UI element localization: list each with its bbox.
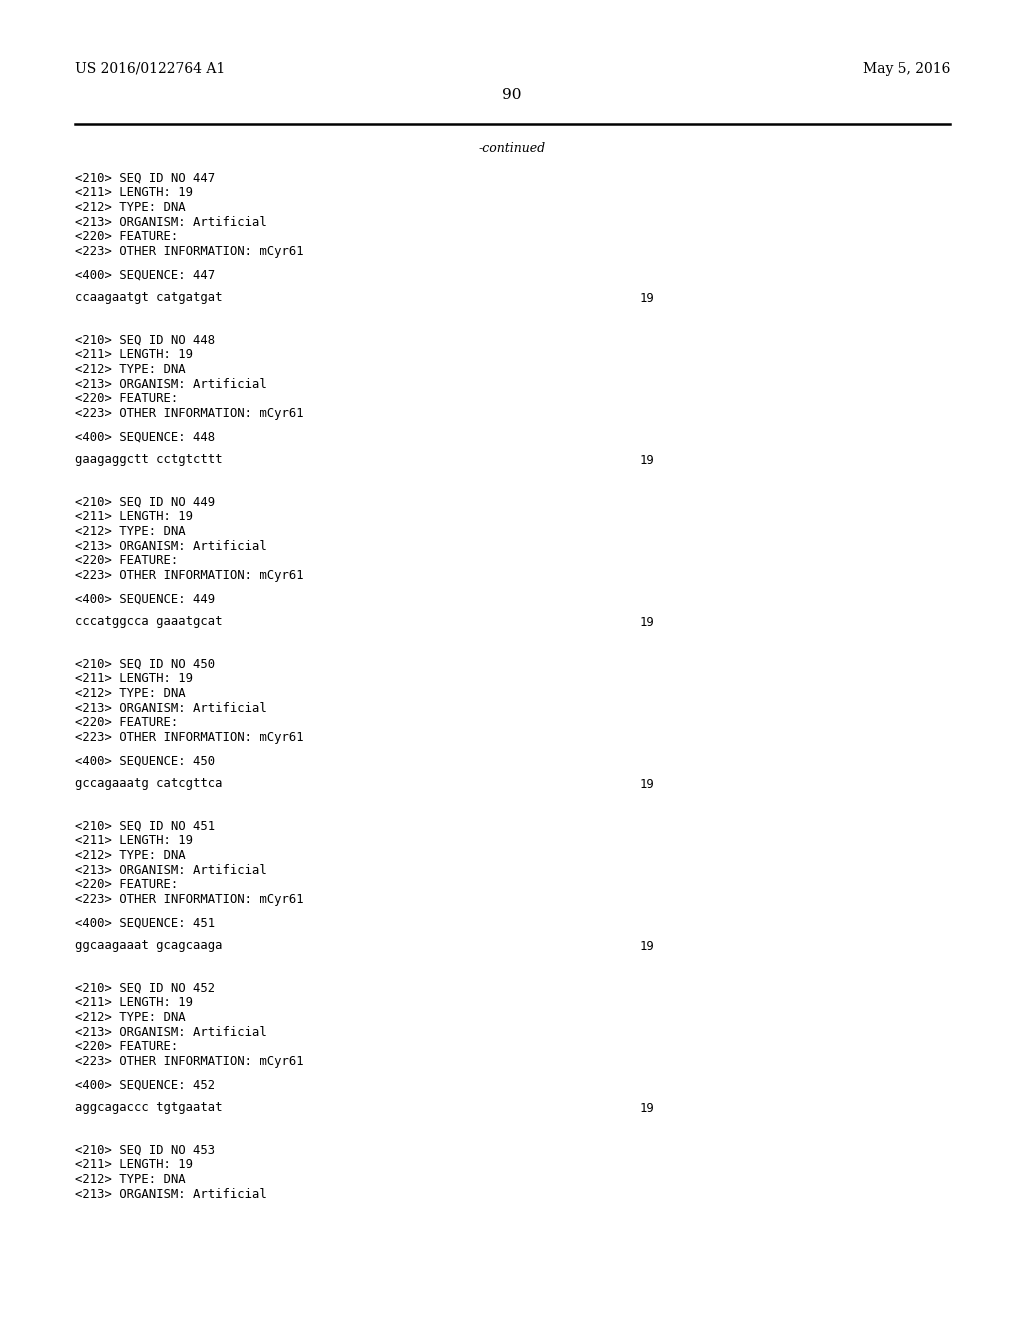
Text: <223> OTHER INFORMATION: mCyr61: <223> OTHER INFORMATION: mCyr61 <box>75 892 304 906</box>
Text: <223> OTHER INFORMATION: mCyr61: <223> OTHER INFORMATION: mCyr61 <box>75 244 304 257</box>
Text: <400> SEQUENCE: 449: <400> SEQUENCE: 449 <box>75 593 215 606</box>
Text: <210> SEQ ID NO 448: <210> SEQ ID NO 448 <box>75 334 215 347</box>
Text: <220> FEATURE:: <220> FEATURE: <box>75 392 178 405</box>
Text: <212> TYPE: DNA: <212> TYPE: DNA <box>75 686 185 700</box>
Text: <211> LENGTH: 19: <211> LENGTH: 19 <box>75 672 193 685</box>
Text: 19: 19 <box>640 454 654 466</box>
Text: <220> FEATURE:: <220> FEATURE: <box>75 230 178 243</box>
Text: <223> OTHER INFORMATION: mCyr61: <223> OTHER INFORMATION: mCyr61 <box>75 407 304 420</box>
Text: <400> SEQUENCE: 447: <400> SEQUENCE: 447 <box>75 269 215 282</box>
Text: <213> ORGANISM: Artificial: <213> ORGANISM: Artificial <box>75 1188 266 1200</box>
Text: -continued: -continued <box>478 143 546 154</box>
Text: <211> LENGTH: 19: <211> LENGTH: 19 <box>75 997 193 1010</box>
Text: <213> ORGANISM: Artificial: <213> ORGANISM: Artificial <box>75 863 266 876</box>
Text: gaagaggctt cctgtcttt: gaagaggctt cctgtcttt <box>75 454 222 466</box>
Text: <220> FEATURE:: <220> FEATURE: <box>75 715 178 729</box>
Text: <210> SEQ ID NO 447: <210> SEQ ID NO 447 <box>75 172 215 185</box>
Text: <212> TYPE: DNA: <212> TYPE: DNA <box>75 525 185 539</box>
Text: 19: 19 <box>640 292 654 305</box>
Text: <211> LENGTH: 19: <211> LENGTH: 19 <box>75 834 193 847</box>
Text: <223> OTHER INFORMATION: mCyr61: <223> OTHER INFORMATION: mCyr61 <box>75 730 304 743</box>
Text: <211> LENGTH: 19: <211> LENGTH: 19 <box>75 186 193 199</box>
Text: <212> TYPE: DNA: <212> TYPE: DNA <box>75 363 185 376</box>
Text: gccagaaatg catcgttca: gccagaaatg catcgttca <box>75 777 222 791</box>
Text: 90: 90 <box>502 88 522 102</box>
Text: <220> FEATURE:: <220> FEATURE: <box>75 554 178 568</box>
Text: <212> TYPE: DNA: <212> TYPE: DNA <box>75 1011 185 1024</box>
Text: <211> LENGTH: 19: <211> LENGTH: 19 <box>75 1159 193 1172</box>
Text: ggcaagaaat gcagcaaga: ggcaagaaat gcagcaaga <box>75 940 222 953</box>
Text: <210> SEQ ID NO 452: <210> SEQ ID NO 452 <box>75 982 215 995</box>
Text: <210> SEQ ID NO 449: <210> SEQ ID NO 449 <box>75 496 215 510</box>
Text: <210> SEQ ID NO 451: <210> SEQ ID NO 451 <box>75 820 215 833</box>
Text: <213> ORGANISM: Artificial: <213> ORGANISM: Artificial <box>75 215 266 228</box>
Text: <210> SEQ ID NO 453: <210> SEQ ID NO 453 <box>75 1144 215 1158</box>
Text: <400> SEQUENCE: 450: <400> SEQUENCE: 450 <box>75 755 215 768</box>
Text: <211> LENGTH: 19: <211> LENGTH: 19 <box>75 511 193 524</box>
Text: <213> ORGANISM: Artificial: <213> ORGANISM: Artificial <box>75 701 266 714</box>
Text: <212> TYPE: DNA: <212> TYPE: DNA <box>75 201 185 214</box>
Text: cccatggcca gaaatgcat: cccatggcca gaaatgcat <box>75 615 222 628</box>
Text: May 5, 2016: May 5, 2016 <box>862 62 950 77</box>
Text: <211> LENGTH: 19: <211> LENGTH: 19 <box>75 348 193 362</box>
Text: <400> SEQUENCE: 448: <400> SEQUENCE: 448 <box>75 432 215 444</box>
Text: 19: 19 <box>640 940 654 953</box>
Text: <400> SEQUENCE: 451: <400> SEQUENCE: 451 <box>75 917 215 931</box>
Text: <213> ORGANISM: Artificial: <213> ORGANISM: Artificial <box>75 378 266 391</box>
Text: <223> OTHER INFORMATION: mCyr61: <223> OTHER INFORMATION: mCyr61 <box>75 1055 304 1068</box>
Text: <220> FEATURE:: <220> FEATURE: <box>75 878 178 891</box>
Text: <220> FEATURE:: <220> FEATURE: <box>75 1040 178 1053</box>
Text: 19: 19 <box>640 777 654 791</box>
Text: <210> SEQ ID NO 450: <210> SEQ ID NO 450 <box>75 657 215 671</box>
Text: <212> TYPE: DNA: <212> TYPE: DNA <box>75 1173 185 1185</box>
Text: aggcagaccc tgtgaatat: aggcagaccc tgtgaatat <box>75 1101 222 1114</box>
Text: 19: 19 <box>640 615 654 628</box>
Text: <400> SEQUENCE: 452: <400> SEQUENCE: 452 <box>75 1078 215 1092</box>
Text: <213> ORGANISM: Artificial: <213> ORGANISM: Artificial <box>75 540 266 553</box>
Text: <223> OTHER INFORMATION: mCyr61: <223> OTHER INFORMATION: mCyr61 <box>75 569 304 582</box>
Text: <213> ORGANISM: Artificial: <213> ORGANISM: Artificial <box>75 1026 266 1039</box>
Text: <212> TYPE: DNA: <212> TYPE: DNA <box>75 849 185 862</box>
Text: 19: 19 <box>640 1101 654 1114</box>
Text: ccaagaatgt catgatgat: ccaagaatgt catgatgat <box>75 292 222 305</box>
Text: US 2016/0122764 A1: US 2016/0122764 A1 <box>75 62 225 77</box>
